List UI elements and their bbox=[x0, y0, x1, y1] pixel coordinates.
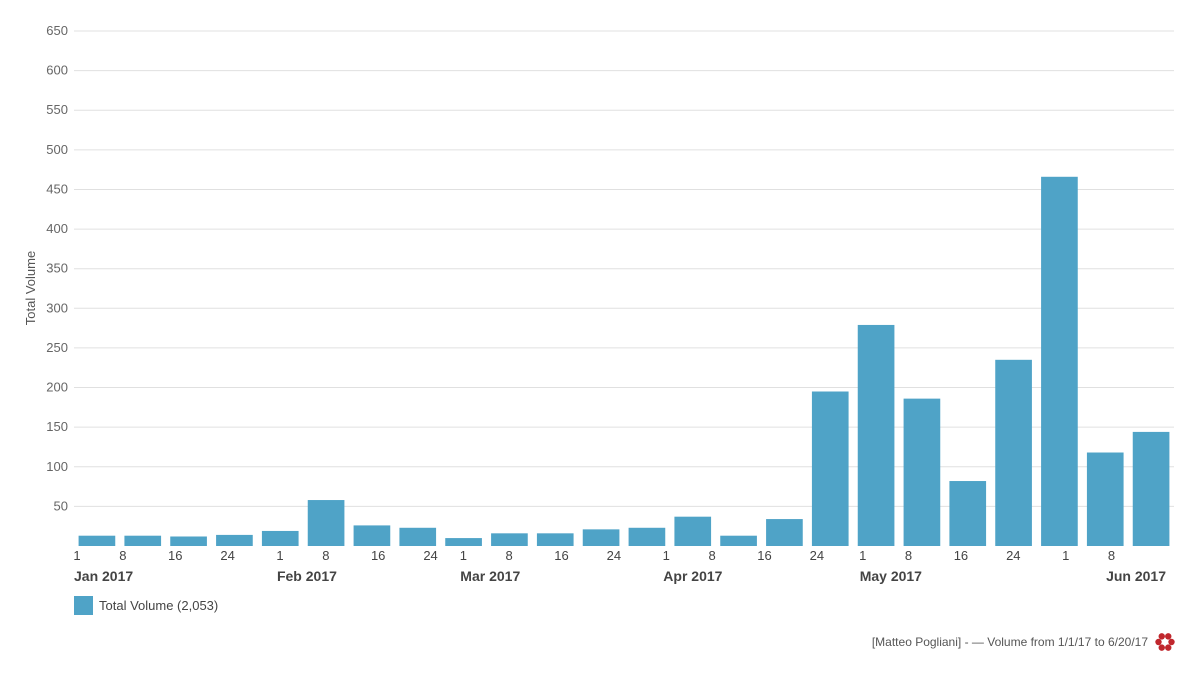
bar[interactable] bbox=[995, 359, 1032, 546]
bar[interactable] bbox=[582, 529, 620, 546]
bar[interactable] bbox=[766, 519, 803, 546]
x-tick-label: 24 bbox=[1006, 548, 1020, 563]
y-tick-label: 500 bbox=[46, 142, 68, 157]
y-tick-label: 450 bbox=[46, 181, 68, 196]
bar[interactable] bbox=[674, 516, 712, 546]
x-month-label: May 2017 bbox=[860, 568, 922, 584]
bar[interactable] bbox=[857, 324, 895, 546]
bar[interactable] bbox=[353, 525, 391, 546]
x-tick-label: 24 bbox=[810, 548, 824, 563]
x-tick-label: 8 bbox=[709, 548, 716, 563]
x-tick-label: 1 bbox=[663, 548, 670, 563]
y-tick-label: 650 bbox=[46, 23, 68, 38]
legend[interactable]: Total Volume (2,053) bbox=[74, 596, 218, 615]
x-tick-label: 16 bbox=[371, 548, 385, 563]
x-tick-label: 8 bbox=[1108, 548, 1115, 563]
legend-swatch bbox=[74, 596, 93, 615]
bar[interactable] bbox=[124, 535, 162, 546]
x-tick-label: 8 bbox=[905, 548, 912, 563]
bar[interactable] bbox=[445, 538, 482, 546]
x-month-label: Jan 2017 bbox=[74, 568, 133, 584]
x-axis-month-labels: Jan 2017 Feb 2017 Mar 2017 Apr 2017 May 2017… bbox=[74, 568, 1166, 584]
y-tick-label: 400 bbox=[46, 221, 68, 236]
bar[interactable] bbox=[216, 534, 253, 546]
bar[interactable] bbox=[1041, 176, 1078, 547]
x-tick-label: 1 bbox=[1062, 548, 1069, 563]
x-axis-ticks: 1 8 16 24 1 8 16 24 1 8 16 24 1 8 16 24 1 8 16 24 1 8 bbox=[73, 548, 1115, 563]
x-tick-label: 1 bbox=[73, 548, 80, 563]
x-tick-label: 8 bbox=[119, 548, 126, 563]
bar[interactable] bbox=[1086, 452, 1124, 546]
x-tick-label: 8 bbox=[322, 548, 329, 563]
y-tick-label: 100 bbox=[46, 459, 68, 474]
bar-chart: 50 100 150 200 250 300 350 400 450 500 550 600 650 T… bbox=[23, 23, 1174, 584]
x-tick-label: 16 bbox=[168, 548, 182, 563]
bar[interactable] bbox=[1132, 431, 1170, 546]
bar[interactable] bbox=[170, 536, 207, 546]
logo-petal bbox=[1165, 633, 1172, 640]
bars bbox=[78, 176, 1170, 547]
footer-text: [Matteo Pogliani] - — Volume from 1/1/17… bbox=[871, 635, 1148, 649]
x-tick-label: 8 bbox=[506, 548, 513, 563]
bar[interactable] bbox=[536, 533, 574, 546]
bar[interactable] bbox=[307, 500, 345, 546]
bar[interactable] bbox=[720, 535, 757, 546]
bar[interactable] bbox=[261, 530, 299, 546]
x-tick-label: 24 bbox=[423, 548, 437, 563]
y-tick-label: 200 bbox=[46, 380, 68, 395]
logo-petal bbox=[1168, 638, 1175, 646]
y-axis-label: Total Volume bbox=[23, 251, 38, 325]
logo-petal bbox=[1165, 644, 1172, 651]
x-tick-label: 1 bbox=[460, 548, 467, 563]
x-tick-label: 16 bbox=[757, 548, 771, 563]
x-month-label: Feb 2017 bbox=[277, 568, 337, 584]
logo-petal bbox=[1158, 633, 1165, 640]
bar[interactable] bbox=[949, 481, 987, 546]
logo-petal bbox=[1158, 644, 1165, 651]
y-tick-label: 50 bbox=[54, 498, 68, 513]
y-tick-label: 250 bbox=[46, 340, 68, 355]
bar[interactable] bbox=[491, 533, 528, 546]
x-tick-label: 24 bbox=[220, 548, 234, 563]
x-tick-label: 16 bbox=[954, 548, 968, 563]
x-tick-label: 1 bbox=[276, 548, 283, 563]
legend-label: Total Volume (2,053) bbox=[99, 598, 219, 613]
x-month-label: Apr 2017 bbox=[663, 568, 722, 584]
bar[interactable] bbox=[628, 527, 666, 546]
x-tick-label: 1 bbox=[859, 548, 866, 563]
footer: [Matteo Pogliani] - — Volume from 1/1/17… bbox=[872, 631, 1176, 653]
gridlines bbox=[74, 30, 1174, 507]
y-tick-label: 150 bbox=[46, 419, 68, 434]
y-tick-label: 300 bbox=[46, 300, 68, 315]
bar[interactable] bbox=[78, 535, 116, 546]
logo-petal bbox=[1155, 638, 1162, 646]
y-tick-label: 550 bbox=[46, 102, 68, 117]
y-tick-label: 600 bbox=[46, 63, 68, 78]
bar[interactable] bbox=[399, 527, 437, 546]
x-tick-label: 16 bbox=[554, 548, 568, 563]
y-tick-label: 350 bbox=[46, 261, 68, 276]
flower-logo-icon bbox=[1155, 633, 1175, 651]
y-axis-ticks: 50 100 150 200 250 300 350 400 450 500 550 600 650 bbox=[46, 23, 68, 513]
bar[interactable] bbox=[811, 391, 849, 547]
x-month-label: Jun 2017 bbox=[1106, 568, 1166, 584]
x-tick-label: 24 bbox=[607, 548, 621, 563]
x-month-label: Mar 2017 bbox=[460, 568, 520, 584]
bar[interactable] bbox=[903, 398, 941, 546]
